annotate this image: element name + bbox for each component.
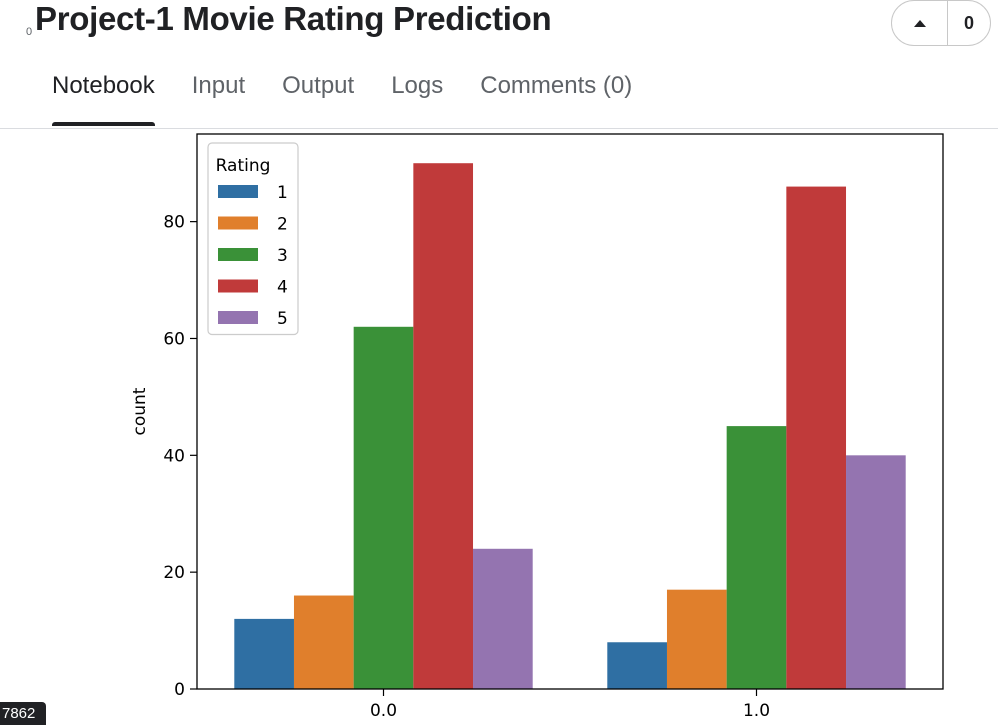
tab-divider — [0, 128, 998, 129]
y-tick-label-80: 80 — [163, 213, 185, 233]
tab-output[interactable]: Output — [282, 72, 355, 99]
legend-label-2: 2 — [277, 215, 288, 235]
y-tick-label-20: 20 — [163, 563, 185, 583]
x-tick-label-0.0: 0.0 — [370, 701, 397, 721]
bar-rating-1-cat-0.0 — [234, 618, 294, 689]
upvote-button[interactable] — [892, 1, 947, 45]
legend-label-1: 1 — [277, 183, 288, 203]
vote-divider — [947, 1, 948, 45]
title-prefix: 0 — [26, 26, 33, 38]
bar-rating-2-cat-1.0 — [666, 589, 727, 689]
legend-label-5: 5 — [277, 309, 288, 329]
bar-rating-5-cat-0.0 — [473, 548, 533, 689]
bar-rating-4-cat-1.0 — [786, 186, 847, 689]
bar-rating-3-cat-0.0 — [353, 326, 414, 689]
legend-label-3: 3 — [277, 246, 288, 266]
cell-badge: 7862 — [0, 702, 46, 725]
bar-rating-5-cat-1.0 — [846, 455, 906, 689]
upvote-arrow-icon — [913, 19, 926, 27]
page-title: Project-1 Movie Rating Prediction — [35, 0, 552, 37]
legend-swatch-3 — [218, 248, 258, 261]
y-axis-label: count — [130, 387, 150, 435]
tab-logs[interactable]: Logs — [391, 72, 444, 99]
bar-rating-1-cat-1.0 — [607, 642, 667, 689]
legend-swatch-5 — [218, 311, 258, 324]
tab-notebook[interactable]: Notebook — [52, 72, 155, 126]
tab-bar: Notebook Input Output Logs Comments (0) — [52, 72, 669, 126]
y-tick-label-40: 40 — [163, 446, 185, 466]
legend-title: Rating — [216, 156, 271, 176]
legend-swatch-2 — [218, 216, 258, 230]
vote-count: 0 — [963, 12, 974, 33]
tab-input[interactable]: Input — [191, 72, 246, 99]
y-tick-label-60: 60 — [163, 329, 185, 349]
plot-frame — [196, 133, 944, 690]
tab-comments[interactable]: Comments (0) — [480, 72, 633, 99]
x-tick-label-1.0: 1.0 — [743, 701, 770, 721]
y-tick-label-0: 0 — [174, 680, 185, 700]
legend-swatch-1 — [218, 185, 258, 198]
bar-rating-2-cat-0.0 — [293, 595, 354, 689]
bar-rating-4-cat-0.0 — [413, 163, 474, 689]
legend-swatch-4 — [218, 279, 258, 293]
legend-label-4: 4 — [277, 278, 288, 298]
bar-rating-3-cat-1.0 — [726, 426, 787, 689]
upvote-widget: 0 — [891, 0, 991, 46]
